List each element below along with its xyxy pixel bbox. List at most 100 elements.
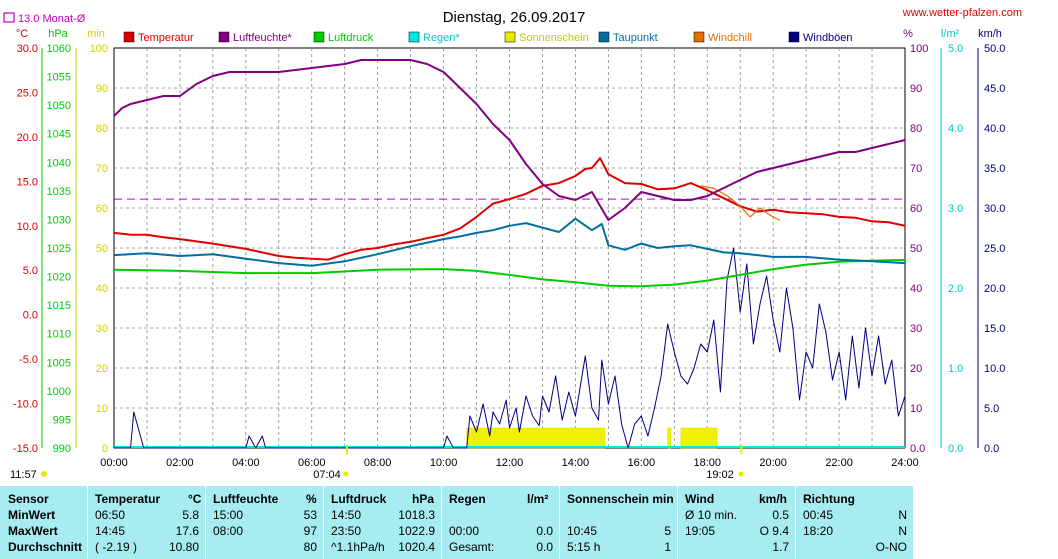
legend-swatch bbox=[218, 31, 230, 43]
sunshine-axis-tick: 90 bbox=[96, 83, 108, 95]
x-tick-label: 24:00 bbox=[891, 457, 919, 469]
cell-temp-val: 10.80 bbox=[168, 540, 199, 554]
cell-press-time: ^1.1hPa/h bbox=[331, 540, 385, 554]
sunshine-bar bbox=[680, 427, 718, 449]
x-tick-label: 16:00 bbox=[628, 457, 656, 469]
wind-axis-tick: 5.0 bbox=[984, 403, 999, 415]
cell-rain-time: 00:00 bbox=[449, 524, 480, 538]
sunshine-axis-tick: 100 bbox=[90, 43, 108, 55]
temp-col bbox=[88, 486, 205, 559]
pressure-axis-tick: 1045 bbox=[47, 129, 71, 141]
hdr-hum-unit: % bbox=[306, 492, 317, 506]
website-link[interactable]: www.wetter-pfalzen.com bbox=[902, 7, 1022, 19]
cell-hum-val: 53 bbox=[303, 508, 317, 522]
hdr-temp-unit: °C bbox=[188, 492, 202, 506]
wind-axis-tick: 50.0 bbox=[984, 43, 1005, 55]
press-col bbox=[324, 486, 441, 559]
wind-col bbox=[678, 486, 795, 559]
legend-label: Luftdruck bbox=[328, 32, 374, 44]
pressure-axis-tick: 1025 bbox=[47, 243, 71, 255]
temp-axis-tick: 15.0 bbox=[17, 176, 38, 188]
x-tick-label: 02:00 bbox=[166, 457, 194, 469]
cell-hum-time: 15:00 bbox=[213, 508, 244, 522]
wind-axis-tick: 25.0 bbox=[984, 243, 1005, 255]
dir-col bbox=[796, 486, 913, 559]
legend-label: Taupunkt bbox=[613, 32, 658, 44]
sunshine-axis-tick: 30 bbox=[96, 323, 108, 335]
wind-axis-tick: 35.0 bbox=[984, 163, 1005, 175]
cell-wind-val: 0.5 bbox=[772, 508, 789, 522]
legend-swatch bbox=[504, 31, 516, 43]
sunshine-bar bbox=[466, 427, 606, 449]
humidity-axis-tick: 100 bbox=[910, 43, 928, 55]
pressure-axis-tick: 1030 bbox=[47, 214, 71, 226]
sunrise-icon bbox=[343, 471, 349, 477]
cell-label: MinWert bbox=[8, 508, 56, 522]
x-tick-label: 22:00 bbox=[825, 457, 853, 469]
cell-press-val: 1022.9 bbox=[398, 524, 435, 538]
sensor-col bbox=[0, 486, 87, 559]
cell-rain-val: 0.0 bbox=[536, 540, 553, 554]
legend-label: Windböen bbox=[803, 32, 853, 44]
chart-axes: 00:00 02:00 04:00 06:00 08:00 10:00 12:00 14:00… bbox=[13, 43, 1006, 469]
humidity-axis-tick: 70 bbox=[910, 163, 922, 175]
hdr-hum: Luftfeuchte bbox=[213, 492, 279, 506]
sunshine-axis-tick: 10 bbox=[96, 403, 108, 415]
cell-press-val: 1018.3 bbox=[398, 508, 435, 522]
unit-wind: km/h bbox=[978, 28, 1002, 40]
unit-sunshine: min bbox=[87, 28, 105, 40]
sunset-icon bbox=[738, 471, 744, 477]
stats-table: Sensor Temperatur °C Luftfeuchte % Luftd… bbox=[0, 486, 1058, 559]
unit-pressure: hPa bbox=[48, 28, 68, 40]
wind-axis-tick: 0.0 bbox=[984, 443, 999, 455]
legend-label: Regen* bbox=[423, 32, 460, 44]
pressure-axis-tick: 1000 bbox=[47, 386, 71, 398]
legend-label: Luftfeuchte* bbox=[233, 32, 292, 44]
hdr-wind-unit: km/h bbox=[759, 492, 788, 506]
hdr-dir: Richtung bbox=[803, 492, 855, 506]
temp-axis-tick: 30.0 bbox=[17, 43, 38, 55]
legend-label: Temperatur bbox=[138, 32, 194, 44]
rain-axis-tick: 4.0 bbox=[948, 123, 963, 135]
cell-sun-time: 10:45 bbox=[567, 524, 598, 538]
temp-axis-tick: -15.0 bbox=[13, 443, 38, 455]
legend-swatch bbox=[123, 31, 135, 43]
pressure-axis-tick: 995 bbox=[53, 414, 71, 426]
month-avg-icon bbox=[3, 12, 15, 23]
cell-temp-time: 06:50 bbox=[95, 508, 126, 522]
humidity-axis-tick: 80 bbox=[910, 123, 922, 135]
cell-sun-time: 5:15 h bbox=[567, 540, 601, 554]
pressure-axis-tick: 1015 bbox=[47, 300, 71, 312]
cell-wind-val: O 9.4 bbox=[759, 524, 789, 538]
humidity-axis-tick: 40 bbox=[910, 283, 922, 295]
cell-label: MaxWert bbox=[8, 524, 58, 538]
temp-axis-tick: -10.0 bbox=[13, 399, 38, 411]
sunshine-axis-tick: 50 bbox=[96, 243, 108, 255]
cell-hum-val: 80 bbox=[303, 540, 317, 554]
rain-axis-tick: 2.0 bbox=[948, 283, 963, 295]
sunshine-axis-tick: 20 bbox=[96, 363, 108, 375]
hdr-wind: Wind bbox=[685, 492, 715, 506]
cell-press-time: 14:50 bbox=[331, 508, 362, 522]
cell-sun-val: 1 bbox=[664, 540, 671, 554]
x-tick-label: 14:00 bbox=[562, 457, 590, 469]
temp-axis-tick: 10.0 bbox=[17, 221, 38, 233]
cell-dir-time: 18:20 bbox=[803, 524, 834, 538]
sun-col bbox=[560, 486, 677, 559]
cell-temp-val: 17.6 bbox=[175, 524, 199, 538]
sunshine-bars bbox=[466, 427, 718, 449]
sunshine-axis-tick: 60 bbox=[96, 203, 108, 215]
pressure-axis-tick: 1005 bbox=[47, 357, 71, 369]
hdr-temp: Temperatur bbox=[95, 492, 161, 506]
legend-swatch bbox=[598, 31, 610, 43]
cell-temp-time: ( -2.19 ) bbox=[95, 540, 138, 554]
legend-swatch bbox=[788, 31, 800, 43]
legend-swatch bbox=[693, 31, 705, 43]
pressure-axis-tick: 1050 bbox=[47, 100, 71, 112]
series-line-luftfeuchte bbox=[113, 59, 906, 221]
pressure-axis-tick: 1035 bbox=[47, 186, 71, 198]
x-tick-label: 20:00 bbox=[759, 457, 787, 469]
cell-hum-time: 08:00 bbox=[213, 524, 244, 538]
month-avg-label: 13.0 Monat-Ø bbox=[18, 13, 86, 25]
cell-wind-time: 19:05 bbox=[685, 524, 716, 538]
